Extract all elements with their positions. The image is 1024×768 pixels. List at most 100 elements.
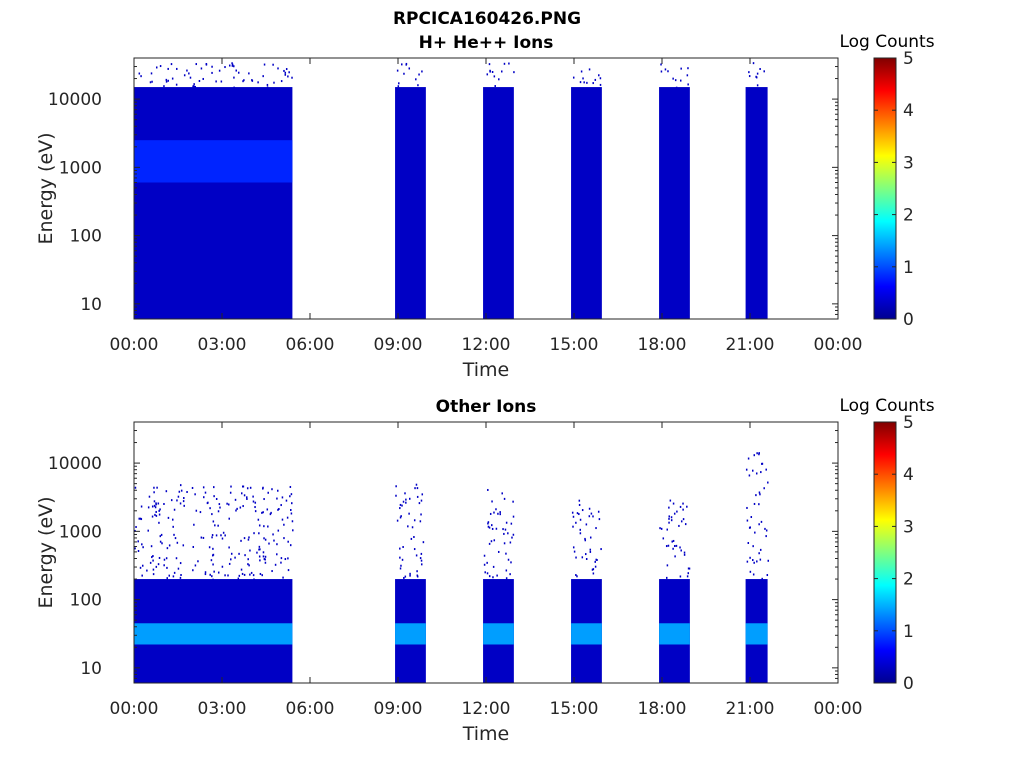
heatmap-speckle [682, 518, 685, 521]
heatmap-speckle [247, 563, 249, 566]
heatmap-speckle [280, 557, 283, 560]
heatmap-speckle [183, 497, 185, 500]
heatmap-speckle [188, 72, 190, 75]
heatmap-speckle [194, 85, 197, 88]
heatmap-speckle [249, 573, 251, 576]
heatmap-speckle [155, 565, 158, 568]
heatmap-speckle [511, 536, 513, 539]
heatmap-speckle [200, 67, 203, 70]
heatmap-speckle [193, 83, 195, 86]
heatmap-speckle [680, 549, 682, 552]
heatmap-speckle [217, 524, 219, 527]
heatmap-speckle [505, 521, 508, 524]
heatmap-speckle [752, 62, 755, 65]
heatmap-speckle [422, 541, 425, 544]
heatmap-speckle [170, 499, 173, 502]
heatmap-speckle [503, 497, 506, 500]
heatmap-speckle [228, 517, 230, 520]
heatmap-band [483, 623, 514, 645]
heatmap-speckle [405, 501, 407, 504]
heatmap-speckle [244, 554, 246, 557]
heatmap-speckle [258, 532, 260, 535]
heatmap-speckle [224, 534, 226, 537]
heatmap-speckle [755, 494, 757, 497]
heatmap-speckle [592, 572, 595, 575]
colorbar [873, 57, 897, 320]
heatmap-speckle [763, 487, 765, 490]
heatmap-speckle [150, 545, 153, 548]
heatmap-speckle [421, 493, 424, 496]
heatmap-speckle [202, 77, 204, 80]
colorbar-tick-label: 3 [903, 153, 914, 173]
heatmap-speckle [686, 505, 688, 508]
heatmap-speckle [211, 536, 213, 539]
heatmap-speckle [179, 576, 182, 579]
heatmap-speckle [664, 68, 667, 71]
heatmap-speckle [749, 526, 751, 529]
heatmap-speckle [598, 518, 601, 521]
heatmap-speckle [759, 67, 761, 70]
heatmap-speckle [759, 558, 762, 561]
heatmap-speckle [249, 486, 252, 489]
heatmap [134, 452, 770, 683]
heatmap-speckle [494, 85, 496, 88]
heatmap-speckle [575, 521, 577, 524]
heatmap-speckle [748, 71, 750, 74]
heatmap-speckle [672, 77, 674, 80]
heatmap-speckle [287, 569, 290, 572]
heatmap-speckle [659, 527, 661, 530]
heatmap-speckle [765, 529, 768, 532]
colorbar-label: Log Counts [839, 396, 934, 416]
heatmap-speckle [205, 63, 208, 66]
heatmap-speckle [578, 513, 580, 516]
heatmap-speckle [242, 485, 244, 488]
heatmap-speckle [765, 535, 767, 538]
heatmap-speckle [672, 539, 675, 542]
heatmap-speckle [246, 487, 249, 490]
heatmap-speckle [252, 495, 254, 498]
heatmap-speckle [396, 519, 399, 522]
heatmap-speckle [204, 571, 207, 574]
heatmap-speckle [278, 508, 280, 511]
heatmap-speckle [138, 517, 140, 520]
heatmap-speckle [487, 525, 490, 528]
heatmap-speckle [405, 62, 408, 65]
heatmap-speckle [270, 511, 272, 514]
y-axis-label: Energy (eV) [35, 132, 57, 244]
heatmap-speckle [750, 516, 753, 519]
heatmap-speckle [670, 516, 673, 519]
heatmap-speckle [228, 546, 230, 549]
heatmap-speckle [246, 497, 248, 500]
heatmap-speckle [246, 496, 248, 499]
heatmap-band [659, 623, 690, 645]
heatmap-speckle [682, 502, 684, 505]
heatmap-speckle [668, 515, 670, 518]
heatmap-speckle [674, 79, 677, 82]
colorbar-tick-label: 4 [903, 465, 914, 485]
heatmap-speckle [258, 524, 261, 527]
heatmap-speckle [191, 486, 194, 489]
heatmap-speckle [141, 574, 143, 577]
heatmap-speckle [252, 574, 255, 577]
heatmap-speckle [180, 489, 183, 492]
heatmap-speckle [137, 549, 140, 552]
heatmap-speckle [262, 555, 265, 558]
heatmap-speckle [579, 528, 582, 531]
heatmap-speckle [595, 527, 597, 530]
heatmap-speckle [580, 70, 583, 73]
heatmap-speckle [152, 555, 154, 558]
heatmap-speckle [202, 486, 205, 489]
heatmap-speckle [761, 577, 763, 580]
heatmap-speckle [194, 564, 197, 567]
heatmap-speckle [581, 509, 584, 512]
y-tick-label: 100 [70, 227, 102, 247]
heatmap-speckle [761, 462, 763, 465]
heatmap-speckle [420, 499, 423, 502]
colorbar-tick-label: 5 [903, 413, 914, 433]
heatmap-speckle [489, 512, 492, 515]
heatmap-speckle [486, 73, 489, 76]
heatmap-speckle [212, 578, 214, 581]
heatmap-speckle [501, 70, 503, 73]
heatmap-speckle [158, 521, 160, 524]
heatmap-speckle [242, 80, 244, 83]
